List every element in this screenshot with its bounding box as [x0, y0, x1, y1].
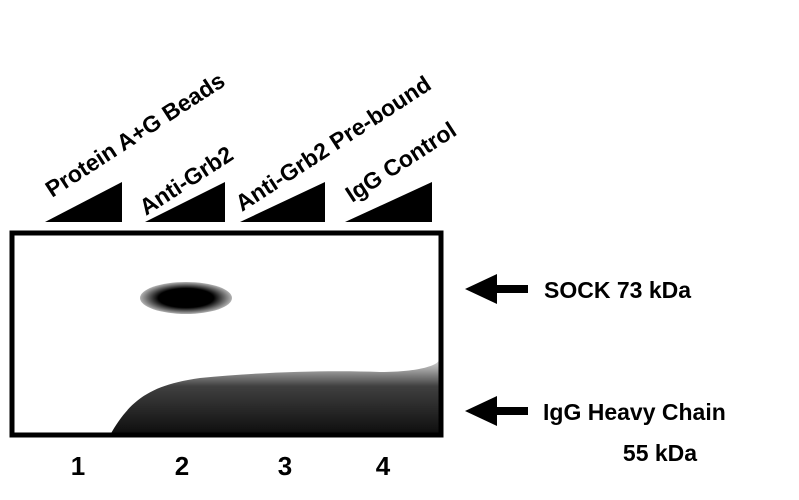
band-label: SOCK 73 kDa: [544, 277, 691, 303]
lane-number: 4: [376, 451, 391, 481]
lane-number: 2: [175, 451, 189, 481]
arrow: [465, 396, 528, 426]
sock-band: [140, 282, 232, 314]
lane-number: 1: [71, 451, 85, 481]
band-label: IgG Heavy Chain: [543, 399, 726, 425]
arrow: [465, 274, 528, 304]
lane-number: 3: [278, 451, 292, 481]
blot: [12, 233, 441, 435]
figure: Protein A+G Beads Anti-Grb2 Anti-Grb2 Pr…: [0, 0, 799, 500]
band-sublabel: 55 kDa: [623, 440, 697, 466]
